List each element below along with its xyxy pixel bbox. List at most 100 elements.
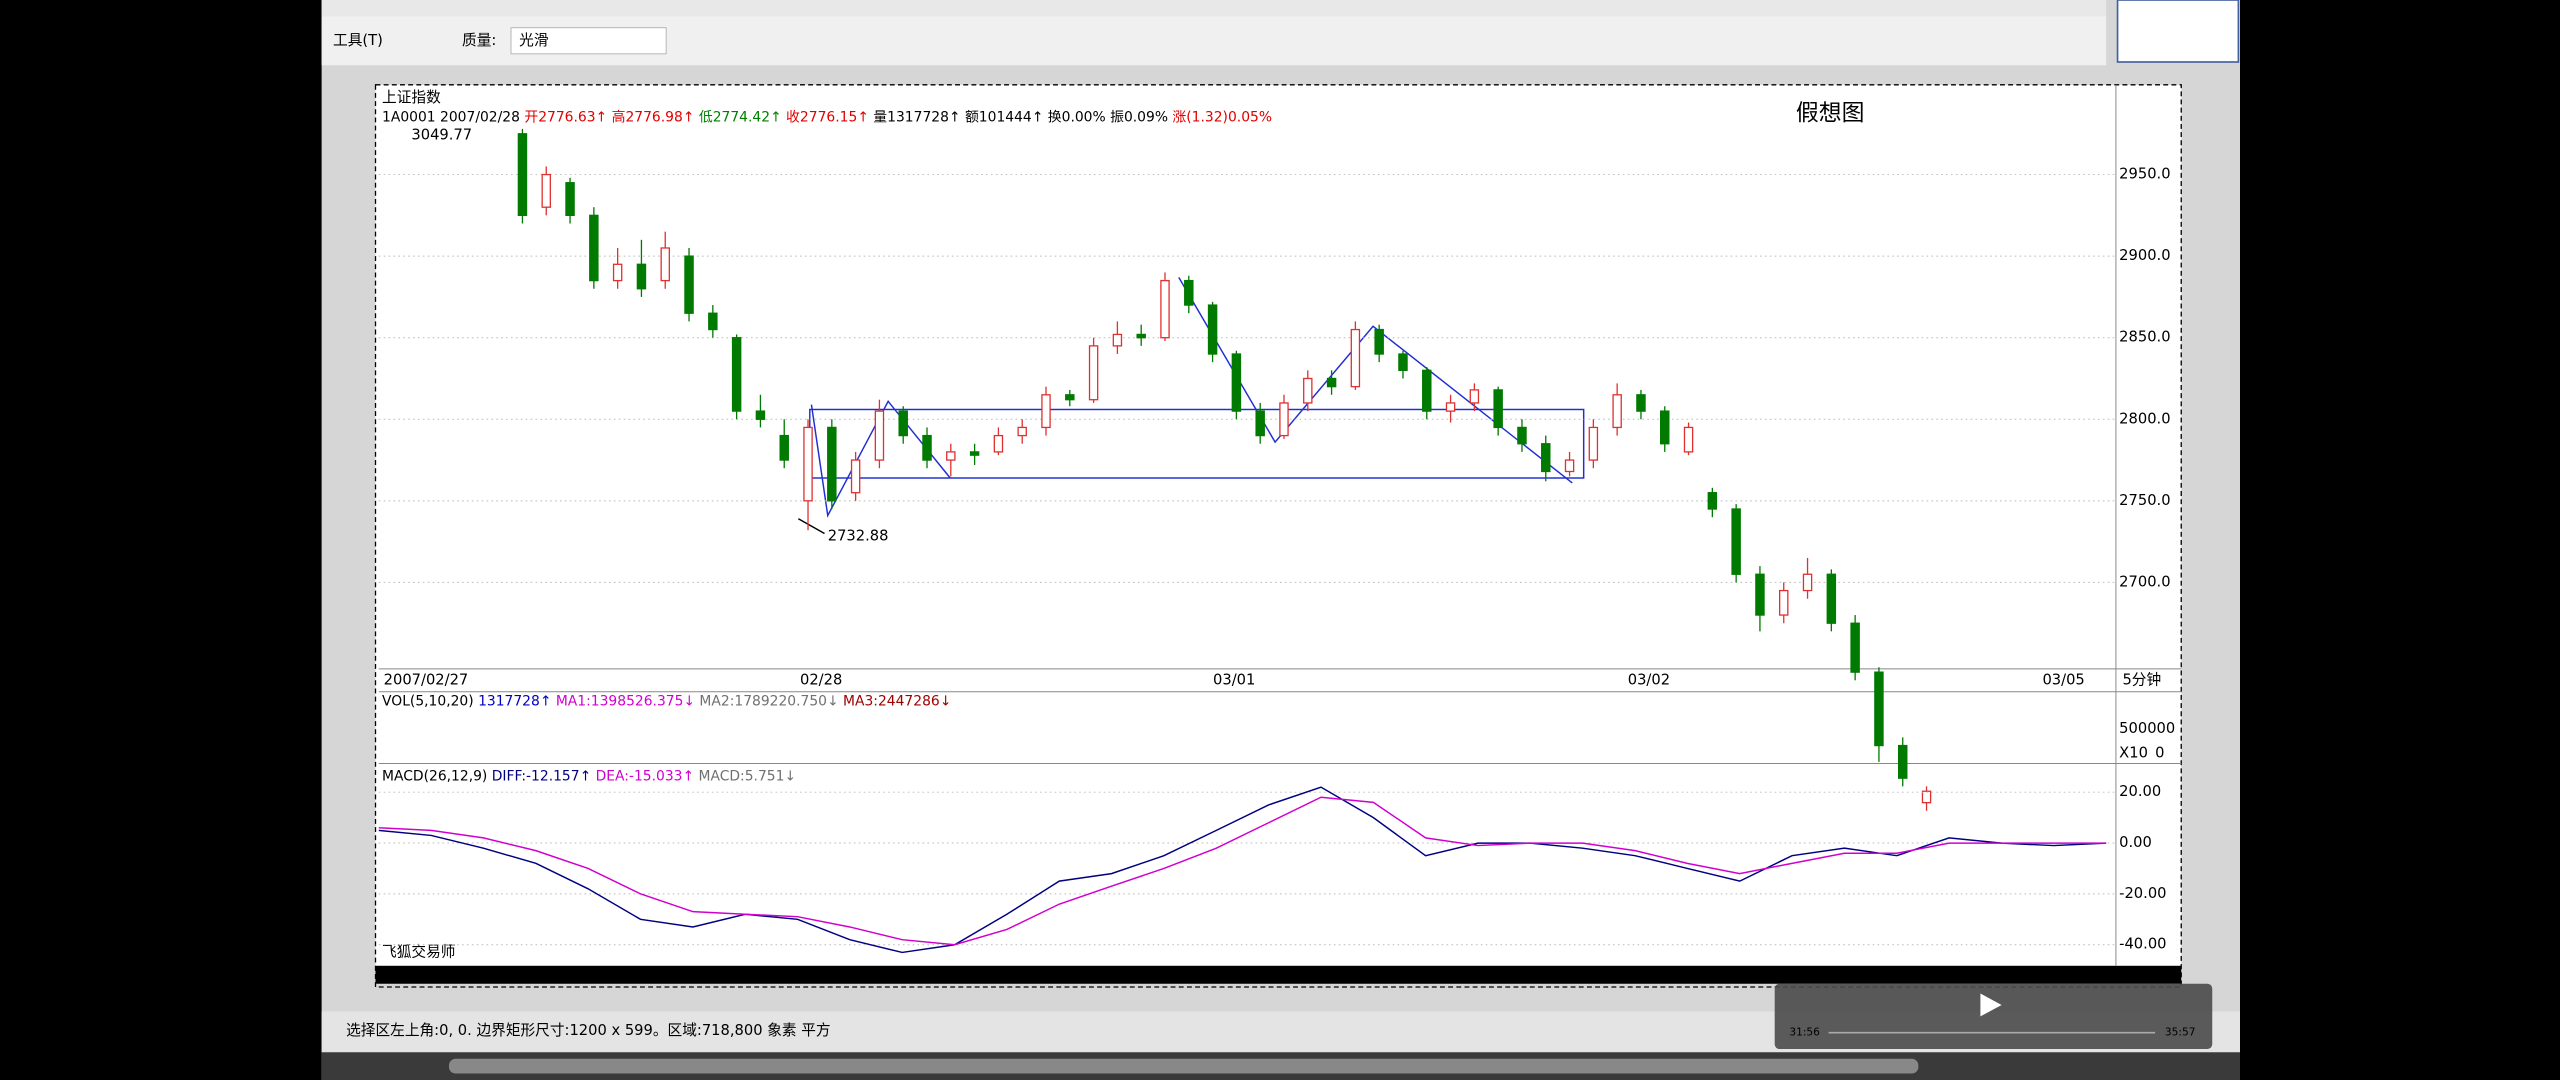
candle-body — [1755, 573, 1765, 616]
candle-body — [969, 451, 980, 456]
candle-body — [1779, 589, 1789, 616]
header-part: 收2776.15↑ — [782, 109, 869, 125]
candle-body — [1731, 508, 1741, 575]
icon-toolbar — [321, 0, 2107, 17]
watermark: 假想图 — [1796, 101, 1865, 127]
candle-body — [589, 214, 599, 282]
candle-body — [1160, 279, 1170, 339]
candle-body — [1493, 389, 1503, 429]
header-part: 换0.00% — [1043, 108, 1105, 125]
candle-body — [1636, 394, 1646, 412]
play-button[interactable] — [1980, 993, 2002, 1017]
header-part: DIFF:-12.157↑ — [487, 769, 591, 785]
candle-body — [1065, 394, 1075, 401]
candle-body — [993, 434, 1004, 453]
candle-body — [922, 434, 932, 461]
date-label: 03/05 — [2042, 671, 2084, 688]
header-part: 开2776.63↑ — [520, 109, 607, 125]
candle-body — [684, 255, 694, 314]
header-part: 振0.09% — [1106, 109, 1168, 125]
high-label: 3049.77 — [411, 126, 472, 143]
y-tick-label: 2700.0 — [2119, 573, 2170, 590]
candle-body — [1398, 353, 1408, 371]
candle-body — [1041, 394, 1051, 429]
volume-header: VOL(5,10,20) 1317728↑ MA1:1398526.375↓ M… — [382, 694, 951, 710]
candle-body — [565, 182, 575, 216]
candle-body — [636, 263, 647, 290]
macd-header: MACD(26,12,9) DIFF:-12.157↑ DEA:-15.033↑… — [382, 769, 796, 785]
candle-body — [1112, 333, 1123, 347]
macd-line — [378, 786, 2107, 954]
quality-select[interactable] — [510, 27, 667, 55]
candle-body — [541, 173, 551, 208]
low-label: 2732.88 — [828, 528, 889, 545]
date-label: 02/28 — [800, 671, 842, 688]
header-part: 涨(1.32)0.05% — [1168, 109, 1272, 125]
candle-body — [1802, 573, 1813, 592]
candle-body — [1683, 426, 1694, 453]
y-tick-label: 2850.0 — [2119, 329, 2170, 346]
candle-body — [1231, 353, 1242, 412]
macd-tick-label: 20.00 — [2119, 783, 2161, 800]
candle-body — [1255, 410, 1265, 437]
volume-tick: 500000 — [2119, 720, 2175, 737]
header-part: MACD:5.751↓ — [694, 769, 796, 785]
candle-body — [1826, 573, 1837, 624]
candle-body — [1207, 304, 1218, 355]
candle-body — [1350, 328, 1361, 388]
y-tick-label: 2950.0 — [2119, 166, 2170, 183]
candle-body — [1326, 377, 1337, 388]
candle-body — [731, 337, 742, 412]
quality-value: 光滑 — [519, 32, 548, 49]
chart-footer: 飞狐交易师 — [382, 943, 455, 961]
macd-line — [378, 796, 2107, 946]
candle-body — [1564, 459, 1575, 473]
candle-body — [1612, 394, 1622, 429]
header-part: MA1:1398526.375↓ — [551, 694, 695, 710]
header-part: MA3:2447286↓ — [839, 694, 952, 710]
candle-body — [1017, 426, 1027, 437]
header-part: VOL(5,10,20) — [382, 694, 474, 710]
candle-body — [946, 451, 956, 461]
zigzag — [1178, 276, 1573, 484]
candle-body — [1445, 402, 1456, 412]
status-text: 选择区左上角:0, 0. 边界矩形尺寸:1200 x 599。区域:718,80… — [346, 1022, 830, 1039]
candle-body — [1422, 369, 1432, 412]
candle-body — [1874, 671, 1884, 747]
date-label: 03/01 — [1213, 671, 1255, 688]
video-controls — [1774, 983, 2213, 1050]
thumbnail[interactable] — [2116, 0, 2240, 63]
selection-border — [374, 84, 2182, 988]
candle-body — [1469, 389, 1480, 404]
header-part: 高2776.98↑ — [607, 108, 694, 125]
candle-body — [612, 263, 623, 282]
candle-body — [708, 312, 718, 331]
seek-track[interactable] — [448, 1058, 1919, 1074]
header-part: 低2774.42↑ — [694, 109, 781, 125]
chart-area — [375, 84, 2182, 966]
header-part: MACD(26,12,9) — [382, 769, 487, 785]
candle-body — [755, 410, 766, 420]
candle-body — [660, 247, 670, 282]
tool-menu[interactable]: 工具(T) — [333, 32, 383, 49]
quality-label: 质量: — [462, 32, 496, 49]
candle-body — [874, 410, 885, 461]
macd-tick-label: -20.00 — [2119, 885, 2166, 902]
info-line: 1A0001 2007/02/28 开2776.63↑ 高2776.98↑ 低2… — [382, 108, 1272, 125]
candle-body — [1707, 492, 1718, 510]
candle-body — [517, 133, 528, 216]
candle-body — [1088, 345, 1099, 401]
elapsed-time: 31:56 — [1789, 1027, 1820, 1039]
period-label: 5分钟 — [2122, 671, 2161, 688]
header-part: 1317728↑ — [474, 694, 552, 710]
candle-body — [1921, 790, 1932, 804]
header-part: 额101444↑ — [961, 109, 1044, 125]
total-time: 35:57 — [2165, 1027, 2196, 1039]
volume-tick: 0 — [2155, 745, 2164, 762]
chart-title: 上证指数 — [382, 89, 441, 106]
candle-body — [1541, 443, 1551, 473]
y-tick-label: 2900.0 — [2119, 247, 2170, 264]
candle-body — [803, 426, 813, 502]
